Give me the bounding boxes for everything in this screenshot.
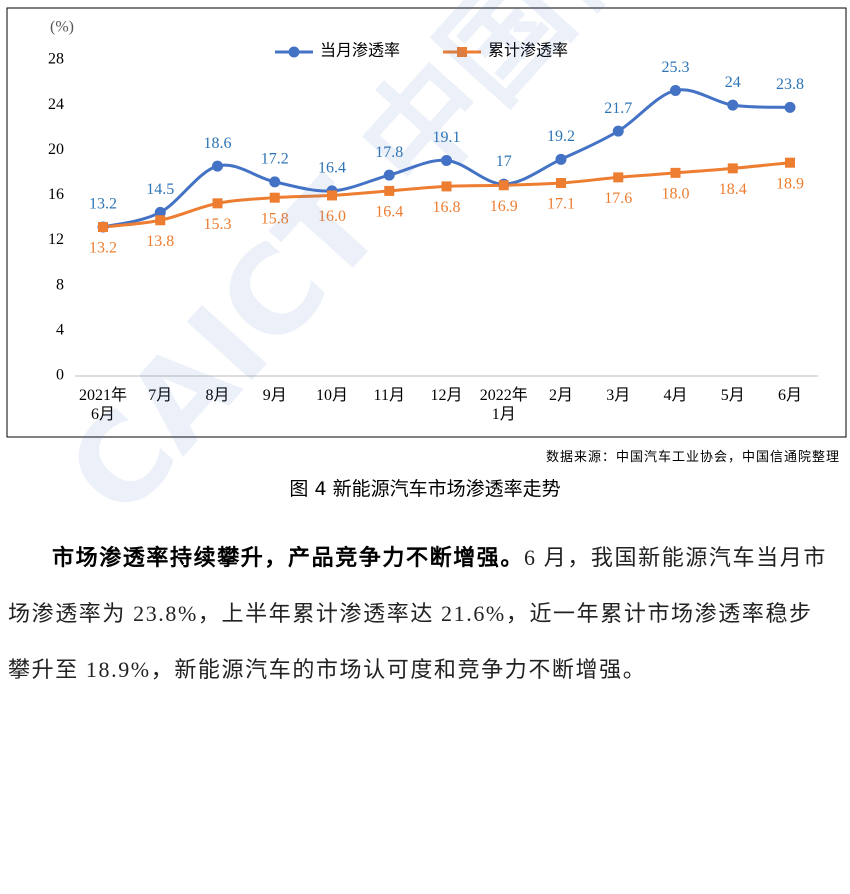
data-point bbox=[212, 198, 223, 209]
x-tick-label: 2022年 1月 bbox=[479, 387, 528, 423]
y-tick-label: 12 bbox=[48, 231, 64, 248]
x-tick-label: 7月 bbox=[148, 387, 173, 404]
data-label: 18.9 bbox=[776, 175, 804, 192]
y-tick-label: 20 bbox=[48, 141, 64, 158]
x-tick-label: 2021年 6月 bbox=[78, 387, 127, 423]
y-tick-label: 4 bbox=[56, 322, 64, 339]
legend-marker bbox=[288, 46, 300, 58]
data-point bbox=[555, 153, 567, 165]
data-label: 17.6 bbox=[604, 190, 632, 207]
y-tick-label: 28 bbox=[48, 51, 64, 68]
data-point bbox=[670, 84, 681, 96]
figure-caption: 图 4 新能源汽车市场渗透率走势 bbox=[289, 478, 561, 500]
x-tick-label: 6月 bbox=[777, 387, 802, 404]
body-text: 6 月，我国新能源汽车当月市场渗透率为 23.8%，上半年累计渗透率达 21.6… bbox=[8, 545, 827, 682]
x-tick-label: 12月 bbox=[430, 387, 463, 404]
y-tick-label: 16 bbox=[48, 186, 64, 203]
data-point bbox=[269, 176, 281, 188]
data-point bbox=[784, 101, 796, 113]
x-tick-label: 5月 bbox=[720, 387, 745, 404]
data-label: 13.8 bbox=[146, 233, 174, 250]
data-point bbox=[727, 99, 739, 111]
x-tick-label: 11月 bbox=[373, 387, 405, 404]
data-point bbox=[327, 190, 337, 201]
x-tick-label: 10月 bbox=[315, 387, 348, 404]
data-label: 15.8 bbox=[261, 210, 289, 227]
data-label: 19.1 bbox=[433, 129, 461, 146]
x-tick-label: 9月 bbox=[262, 387, 287, 404]
chart-frame bbox=[6, 7, 847, 438]
data-label: 25.3 bbox=[662, 59, 690, 76]
y-tick-label: 8 bbox=[56, 276, 64, 293]
data-point bbox=[785, 157, 795, 168]
data-label: 21.7 bbox=[604, 100, 632, 117]
data-label: 13.2 bbox=[89, 196, 117, 213]
data-label: 18.4 bbox=[719, 181, 747, 198]
data-label: 16.8 bbox=[433, 199, 461, 216]
y-tick-label: 24 bbox=[48, 96, 64, 113]
data-label: 16.9 bbox=[490, 198, 518, 215]
data-point bbox=[212, 160, 223, 172]
data-point bbox=[384, 185, 395, 196]
legend-label: 当月渗透率 bbox=[320, 42, 400, 60]
data-label: 14.5 bbox=[146, 181, 174, 198]
data-point bbox=[556, 178, 566, 189]
data-point bbox=[98, 222, 108, 233]
chart-container: (%) 0 4 8 12 16 20 24 28 13.2 14.5 18.6 17.2 16.4 17.… bbox=[0, 0, 850, 440]
body-paragraph: 市场渗透率持续攀升，产品竞争力不断增强。6 月，我国新能源汽车当月市场渗透率为 … bbox=[8, 530, 828, 698]
data-point bbox=[670, 167, 681, 178]
data-label: 16.4 bbox=[318, 160, 346, 177]
chart: (%) 0 4 8 12 16 20 24 28 13.2 14.5 18.6 17.2 16.4 17.… bbox=[6, 7, 847, 438]
y-unit: (%) bbox=[50, 19, 74, 36]
data-label: 13.2 bbox=[89, 240, 117, 257]
y-tick-label: 0 bbox=[56, 367, 64, 384]
data-label: 17.2 bbox=[261, 151, 289, 168]
data-label: 24 bbox=[725, 74, 741, 91]
data-label: 17.8 bbox=[375, 144, 403, 161]
legend-marker bbox=[457, 47, 467, 57]
data-label: 18.6 bbox=[204, 135, 232, 152]
data-point bbox=[441, 154, 452, 166]
data-point bbox=[154, 206, 166, 218]
data-label: 17 bbox=[496, 153, 512, 170]
x-tick-label: 4月 bbox=[663, 387, 688, 404]
data-label: 23.8 bbox=[776, 76, 804, 93]
x-tick-label: 8月 bbox=[205, 387, 230, 404]
data-label: 19.2 bbox=[547, 128, 575, 145]
data-label: 15.3 bbox=[204, 216, 232, 233]
data-point bbox=[441, 181, 452, 192]
data-label: 16.0 bbox=[318, 208, 346, 225]
data-point bbox=[383, 169, 395, 181]
bold-lead: 市场渗透率持续攀升，产品竞争力不断增强。 bbox=[52, 545, 525, 570]
data-label: 18.0 bbox=[662, 186, 690, 203]
source-note: 数据来源：中国汽车工业协会，中国信通院整理 bbox=[545, 449, 840, 464]
data-point bbox=[613, 172, 624, 183]
x-tick-label: 3月 bbox=[606, 387, 631, 404]
legend-label: 累计渗透率 bbox=[488, 42, 568, 60]
x-tick-label: 2月 bbox=[548, 387, 573, 404]
data-label: 17.1 bbox=[547, 196, 575, 213]
data-point bbox=[727, 163, 738, 174]
data-point bbox=[498, 180, 509, 191]
data-point bbox=[155, 215, 166, 226]
data-point bbox=[269, 192, 280, 203]
data-point bbox=[612, 125, 624, 137]
data-label: 16.4 bbox=[375, 204, 403, 221]
